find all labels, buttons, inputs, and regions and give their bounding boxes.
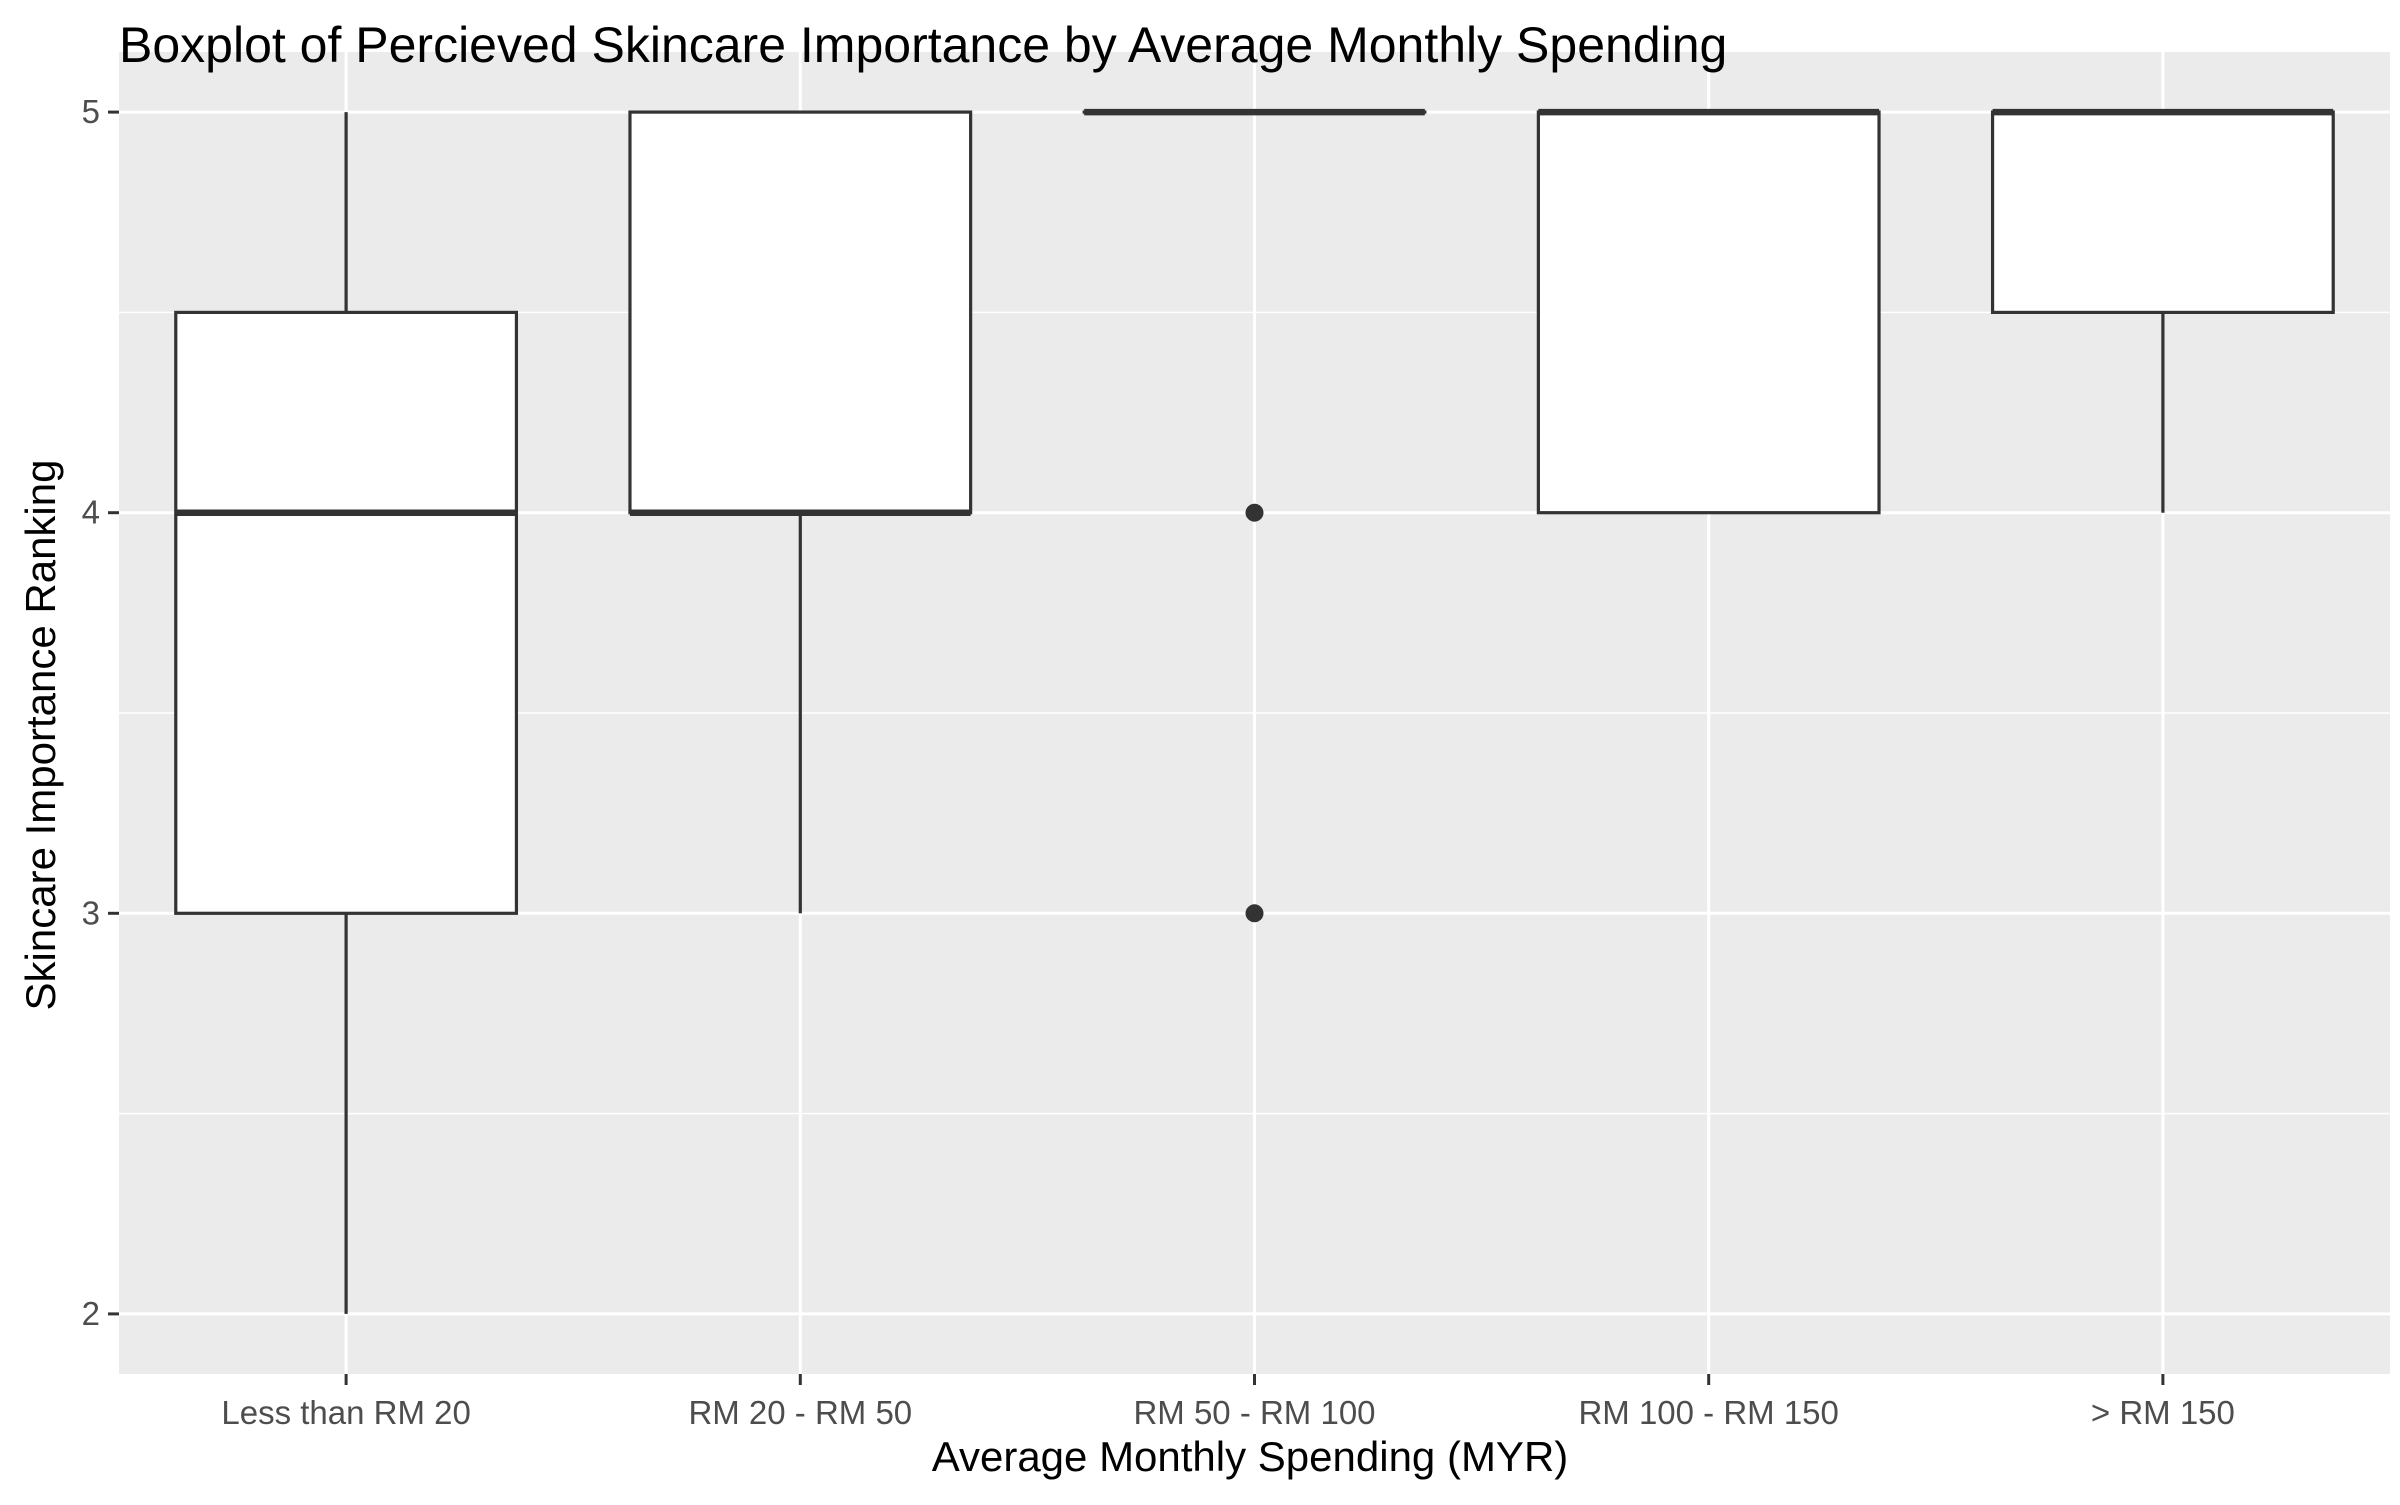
- y-tick-label: 4: [82, 494, 100, 531]
- outlier-point: [1246, 504, 1264, 522]
- outlier-point: [1246, 904, 1264, 922]
- x-tick-label: Less than RM 20: [221, 1394, 470, 1431]
- box-group: [1538, 112, 1879, 513]
- x-tick-label: RM 100 - RM 150: [1578, 1394, 1838, 1431]
- x-tick-label: RM 20 - RM 50: [688, 1394, 912, 1431]
- chart-title: Boxplot of Percieved Skincare Importance…: [119, 17, 1727, 73]
- x-tick-label: RM 50 - RM 100: [1133, 1394, 1375, 1431]
- box-iqr: [176, 312, 517, 913]
- y-axis: 2 3 4 5: [82, 93, 119, 1332]
- box-iqr: [1993, 112, 2334, 312]
- x-axis: Less than RM 20 RM 20 - RM 50 RM 50 - RM 1…: [221, 1374, 2235, 1431]
- y-tick-label: 5: [82, 93, 100, 130]
- box-iqr: [1538, 112, 1879, 513]
- y-axis-title: Skincare Importance Ranking: [17, 460, 64, 1011]
- y-tick-label: 2: [82, 1295, 100, 1332]
- y-tick-label: 3: [82, 894, 100, 931]
- x-tick-label: > RM 150: [2091, 1394, 2235, 1431]
- x-axis-title: Average Monthly Spending (MYR): [932, 1433, 1569, 1480]
- box-iqr: [630, 112, 971, 513]
